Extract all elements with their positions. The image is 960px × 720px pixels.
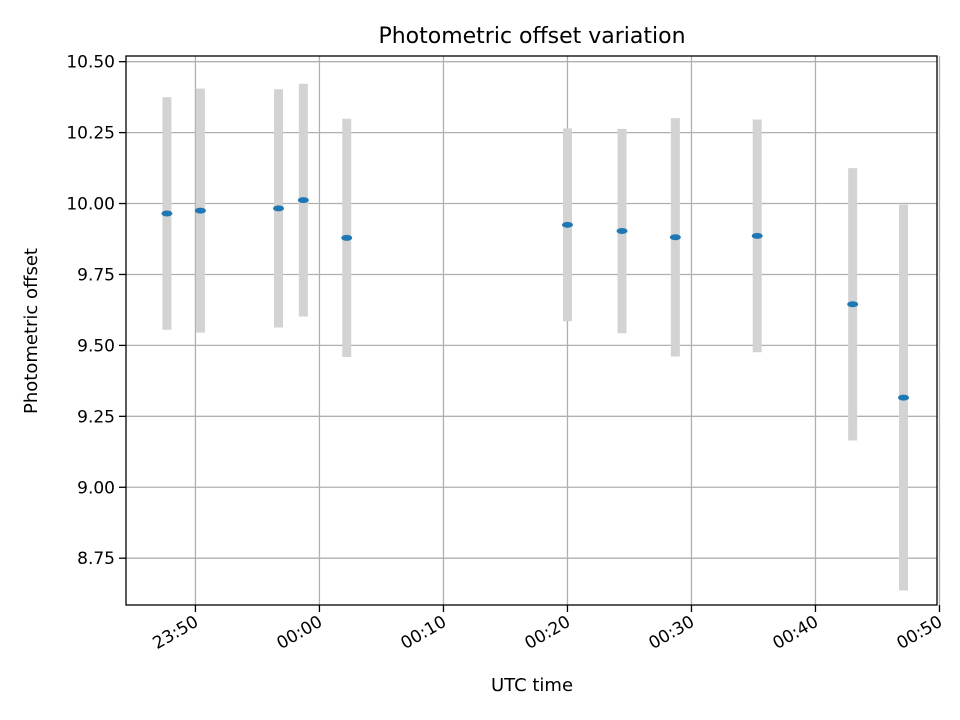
- y-axis-label: Photometric offset: [21, 248, 42, 414]
- data-point: [616, 228, 628, 235]
- data-point: [898, 394, 910, 401]
- data-point: [273, 205, 285, 212]
- x-axis-label: UTC time: [491, 675, 573, 696]
- y-tick-label: 9.25: [77, 407, 115, 427]
- y-tick-label: 9.00: [77, 478, 115, 498]
- data-point: [297, 197, 309, 204]
- data-point: [561, 221, 573, 228]
- y-tick-label: 10.50: [66, 53, 115, 73]
- data-point: [341, 234, 353, 241]
- x-tick-label: 00:40: [770, 612, 822, 654]
- plot-frame: [125, 55, 938, 606]
- data-point: [847, 301, 859, 308]
- x-tick-label: 00:30: [646, 612, 698, 654]
- data-point: [194, 207, 206, 214]
- chart-title: Photometric offset variation: [378, 24, 685, 49]
- x-tick-label: 00:00: [274, 612, 326, 654]
- x-axis-ticks: 23:50 00:00 00:10 00:20 00:30 00:40 00:50: [150, 605, 946, 654]
- y-tick-label: 10.25: [66, 124, 115, 144]
- data-point: [161, 210, 173, 217]
- y-tick-label: 8.75: [77, 549, 115, 569]
- x-tick-label: 23:50: [150, 612, 202, 654]
- x-tick-label: 00:50: [894, 612, 946, 654]
- x-tick-label: 00:10: [398, 612, 450, 654]
- y-axis-ticks: 10.50 10.25 10.00 9.75 9.50 9.25 9.00 8.75: [66, 53, 126, 569]
- error-bars: [162, 83, 909, 591]
- grid: [126, 56, 941, 605]
- data-point: [751, 232, 763, 239]
- y-tick-label: 10.00: [66, 195, 115, 215]
- y-tick-label: 9.75: [77, 265, 115, 285]
- y-tick-label: 9.50: [77, 336, 115, 356]
- x-tick-label: 00:20: [522, 612, 574, 654]
- data-points: [161, 197, 910, 401]
- data-point: [669, 234, 681, 241]
